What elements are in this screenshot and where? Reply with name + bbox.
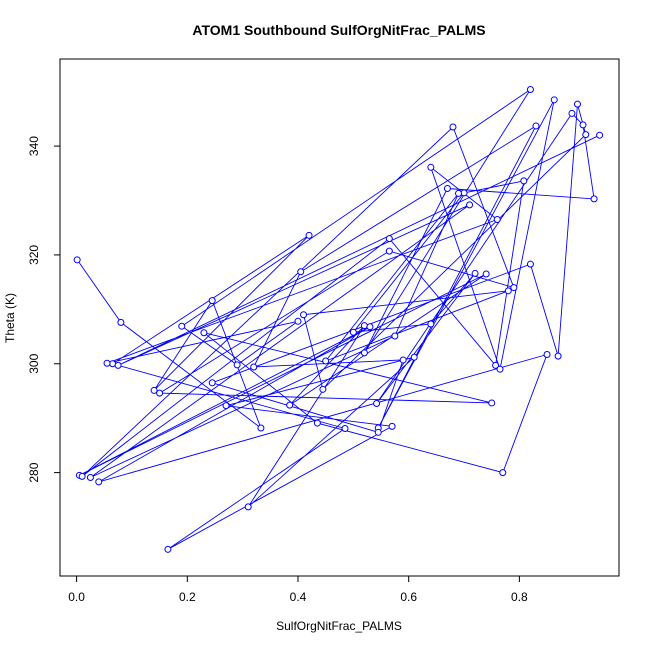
data-point bbox=[233, 361, 241, 369]
x-tick-label: 0.6 bbox=[400, 590, 417, 604]
data-point bbox=[360, 349, 368, 357]
data-point bbox=[493, 216, 501, 224]
data-point bbox=[208, 297, 216, 305]
data-point bbox=[250, 363, 258, 371]
data-point bbox=[257, 424, 265, 432]
data-point bbox=[454, 189, 462, 197]
data-point bbox=[349, 328, 357, 336]
data-point bbox=[496, 365, 504, 373]
data-point bbox=[222, 402, 230, 410]
data-point bbox=[78, 472, 86, 480]
data-point bbox=[244, 503, 252, 511]
data-point bbox=[300, 311, 308, 319]
data-point bbox=[305, 231, 313, 239]
series-line bbox=[76, 89, 600, 550]
data-point bbox=[471, 269, 479, 277]
x-axis: 0.0 0.2 0.4 0.6 0.8 bbox=[68, 576, 528, 604]
data-point bbox=[488, 399, 496, 407]
chart-title: ATOM1 Southbound SulfOrgNitFrac_PALMS bbox=[192, 22, 485, 38]
data-point bbox=[443, 185, 451, 193]
y-tick-label: 320 bbox=[27, 245, 41, 265]
data-point bbox=[341, 425, 349, 433]
y-axis: 280 300 320 340 bbox=[27, 136, 60, 483]
data-point bbox=[322, 357, 330, 365]
data-point bbox=[526, 260, 534, 268]
data-point bbox=[590, 195, 598, 203]
data-point bbox=[596, 131, 604, 139]
data-point bbox=[582, 131, 590, 139]
data-point bbox=[399, 356, 407, 364]
data-point bbox=[410, 353, 418, 361]
y-tick-label: 280 bbox=[27, 462, 41, 482]
data-point bbox=[294, 317, 302, 325]
data-point bbox=[510, 284, 518, 292]
data-point bbox=[573, 100, 581, 108]
data-point bbox=[114, 361, 122, 369]
data-point bbox=[86, 473, 94, 481]
data-point bbox=[156, 389, 164, 397]
x-tick-label: 0.8 bbox=[511, 590, 528, 604]
data-point bbox=[366, 323, 374, 331]
data-point bbox=[391, 332, 399, 340]
data-point bbox=[95, 478, 103, 486]
x-tick-label: 0.4 bbox=[290, 590, 307, 604]
data-point bbox=[550, 96, 558, 104]
data-point bbox=[543, 351, 551, 359]
plot-frame bbox=[59, 58, 620, 577]
data-point bbox=[388, 422, 396, 430]
data-point bbox=[482, 270, 490, 278]
x-axis-label: SulfOrgNitFrac_PALMS bbox=[276, 619, 402, 633]
data-point bbox=[360, 322, 368, 330]
data-point bbox=[200, 329, 208, 337]
data-point bbox=[579, 121, 587, 129]
data-point bbox=[499, 469, 507, 477]
data-point bbox=[164, 545, 172, 553]
data-point bbox=[385, 247, 393, 255]
data-point bbox=[504, 287, 512, 295]
data-point bbox=[103, 359, 111, 367]
data-point bbox=[73, 256, 81, 264]
data-point bbox=[313, 419, 321, 427]
data-point bbox=[568, 109, 576, 117]
data-point bbox=[178, 322, 186, 330]
data-point bbox=[526, 85, 534, 93]
y-axis-label: Theta (K) bbox=[3, 293, 17, 343]
data-point bbox=[297, 268, 305, 276]
data-point bbox=[319, 385, 327, 393]
series-layer bbox=[73, 85, 604, 553]
data-point bbox=[117, 318, 125, 326]
data-point bbox=[286, 401, 294, 409]
data-point bbox=[554, 352, 562, 360]
data-point bbox=[373, 399, 381, 407]
data-point bbox=[385, 235, 393, 243]
data-point bbox=[208, 379, 216, 387]
x-tick-label: 0.2 bbox=[179, 590, 196, 604]
y-tick-label: 340 bbox=[27, 136, 41, 156]
data-point bbox=[374, 428, 382, 436]
data-point bbox=[427, 163, 435, 171]
x-tick-label: 0.0 bbox=[68, 590, 85, 604]
data-point bbox=[466, 201, 474, 209]
y-tick-label: 300 bbox=[27, 353, 41, 373]
data-point bbox=[532, 122, 540, 130]
data-point bbox=[449, 123, 457, 131]
data-point bbox=[427, 320, 435, 328]
data-point bbox=[492, 361, 500, 369]
data-point bbox=[520, 177, 528, 185]
data-point bbox=[150, 386, 158, 394]
